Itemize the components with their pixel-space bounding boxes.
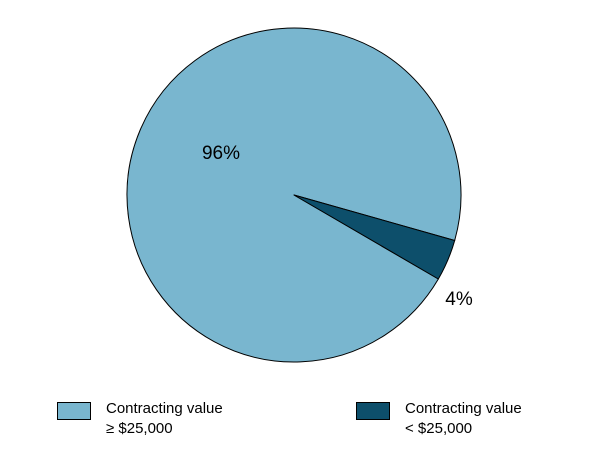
legend-swatch-small xyxy=(356,402,390,420)
pie-chart: 96% 4% xyxy=(126,27,473,363)
pie-labels: 96% 4% xyxy=(202,143,473,310)
pie-label-large: 96% xyxy=(202,143,240,164)
legend-item-small-contracts: Contracting value < $25,000 xyxy=(356,399,522,439)
legend-label-large-line1: Contracting value xyxy=(106,400,223,417)
legend-label-large-line2: ≥ $25,000 xyxy=(106,420,173,437)
legend-item-large-contracts: Contracting value ≥ $25,000 xyxy=(57,399,223,439)
legend-label-small-line2: < $25,000 xyxy=(405,420,473,437)
pie-slice-small-contracts xyxy=(293,194,456,280)
legend-label-large: Contracting value ≥ $25,000 xyxy=(106,399,223,439)
pie-label-small: 4% xyxy=(445,289,473,310)
legend-swatch-large xyxy=(57,402,91,420)
pie-slices xyxy=(126,27,462,363)
legend-label-small-line1: Contracting value xyxy=(405,400,522,417)
legend-label-small: Contracting value < $25,000 xyxy=(405,399,522,439)
